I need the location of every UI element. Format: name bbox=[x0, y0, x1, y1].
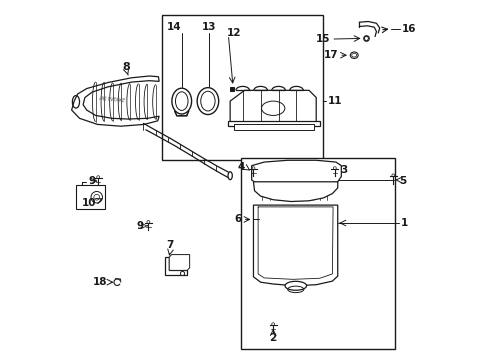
Bar bbox=[76, 185, 104, 209]
Text: 7: 7 bbox=[166, 240, 174, 250]
Text: 16: 16 bbox=[401, 24, 415, 34]
Text: 6: 6 bbox=[234, 215, 242, 224]
Text: 13: 13 bbox=[201, 22, 215, 32]
Text: 15: 15 bbox=[315, 34, 329, 44]
Polygon shape bbox=[233, 125, 314, 130]
Polygon shape bbox=[228, 121, 319, 126]
Text: 4: 4 bbox=[237, 162, 244, 172]
Polygon shape bbox=[230, 90, 316, 123]
Text: 10: 10 bbox=[82, 198, 97, 208]
Polygon shape bbox=[251, 160, 341, 188]
Text: 9: 9 bbox=[137, 221, 144, 231]
Bar bbox=[241, 158, 394, 348]
Text: 17: 17 bbox=[324, 50, 338, 60]
Text: 12: 12 bbox=[227, 28, 241, 38]
Bar bbox=[162, 15, 323, 160]
Polygon shape bbox=[169, 255, 189, 270]
Text: 5: 5 bbox=[399, 176, 406, 186]
Polygon shape bbox=[72, 76, 159, 126]
Text: 2: 2 bbox=[268, 333, 276, 343]
Polygon shape bbox=[164, 257, 187, 275]
Ellipse shape bbox=[285, 281, 306, 290]
Polygon shape bbox=[253, 182, 337, 202]
Text: 3: 3 bbox=[340, 165, 347, 175]
Text: 9: 9 bbox=[88, 176, 96, 186]
Text: 11: 11 bbox=[327, 96, 342, 106]
Text: 18: 18 bbox=[93, 277, 107, 287]
Text: 8: 8 bbox=[122, 62, 130, 72]
Text: AIR INTAKE: AIR INTAKE bbox=[98, 96, 125, 104]
Ellipse shape bbox=[227, 172, 232, 180]
Polygon shape bbox=[253, 205, 337, 286]
Text: 14: 14 bbox=[166, 22, 181, 32]
Text: 1: 1 bbox=[400, 218, 407, 228]
